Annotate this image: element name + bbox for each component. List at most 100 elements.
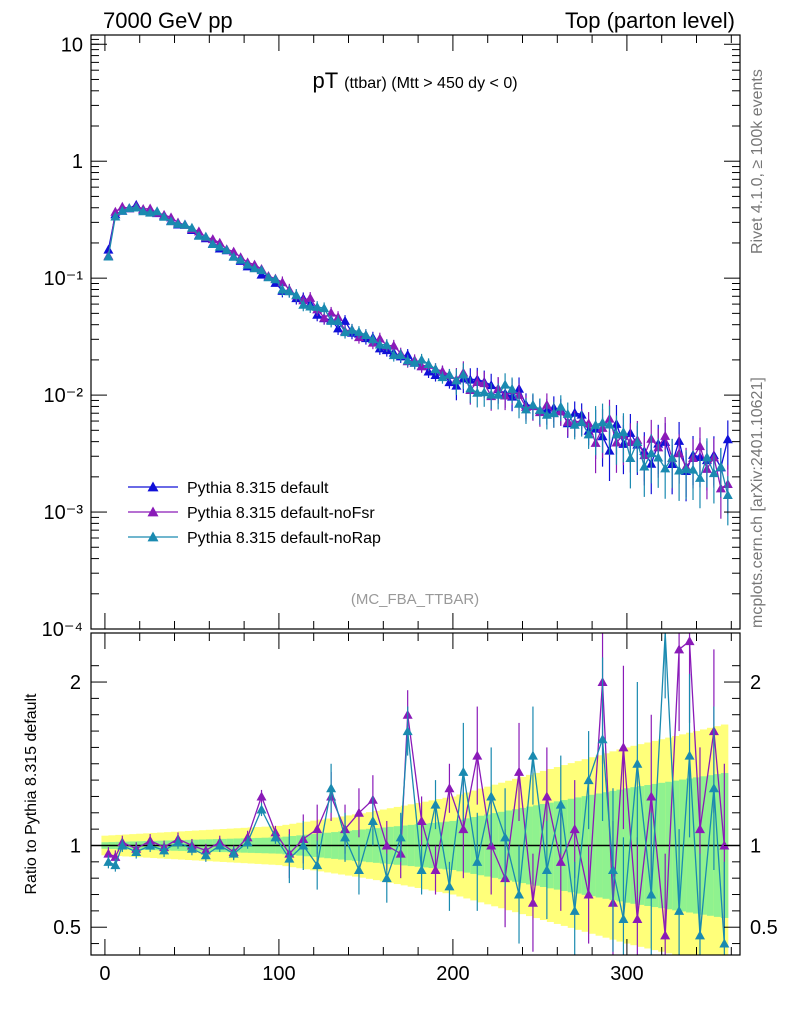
ratio-marker xyxy=(583,889,594,899)
process-label: Top (parton level) xyxy=(565,8,735,33)
ratio-marker xyxy=(284,853,295,863)
ratio-marker xyxy=(541,791,552,801)
data-point-marker xyxy=(430,364,441,374)
ratio-marker xyxy=(555,799,566,809)
data-point-marker xyxy=(479,387,490,397)
analysis-watermark: (MC_FBA_TTBAR) xyxy=(351,591,479,608)
ratio-marker xyxy=(646,889,657,899)
ratio-marker xyxy=(486,791,497,801)
data-point-marker xyxy=(319,303,330,313)
chart-title: pT (ttbar) (Mtt > 450 dy < 0) xyxy=(312,68,517,93)
data-point-marker xyxy=(486,389,497,399)
ratio-marker xyxy=(541,865,552,875)
ratio-marker xyxy=(430,799,441,809)
data-point-marker xyxy=(472,387,483,397)
main-y-tick-label: 10⁻² xyxy=(44,385,84,407)
data-point-marker xyxy=(722,434,733,444)
ratio-marker xyxy=(186,843,197,853)
data-point-marker xyxy=(152,206,163,216)
data-point-marker xyxy=(214,241,225,251)
data-point-marker xyxy=(193,230,204,240)
ratio-marker xyxy=(472,750,483,760)
series-line xyxy=(107,204,729,474)
data-point-marker xyxy=(388,350,399,360)
ratio-marker xyxy=(458,824,469,834)
data-point-marker xyxy=(618,427,629,437)
data-point-marker xyxy=(639,461,650,471)
data-point-marker xyxy=(263,272,274,282)
main-y-tick-label: 1 xyxy=(72,151,83,173)
data-point-marker xyxy=(694,472,705,482)
ratio-marker xyxy=(367,815,378,825)
data-point-marker xyxy=(333,315,344,325)
ratio-series-layer xyxy=(103,632,730,955)
ratio-uncertainty-bands xyxy=(91,724,740,955)
ratio-marker xyxy=(131,847,142,857)
main-axes: 10 1 10⁻¹ 10⁻² 10⁻³ 10⁻⁴ xyxy=(42,34,740,641)
ratio-marker xyxy=(103,856,114,866)
data-point-marker xyxy=(249,263,260,273)
data-point-marker xyxy=(715,461,726,471)
ratio-marker xyxy=(618,742,629,752)
ratio-marker xyxy=(214,840,225,850)
ratio-marker xyxy=(607,865,618,875)
ratio-marker xyxy=(444,783,455,793)
ratio-marker xyxy=(500,832,511,842)
ratio-marker xyxy=(514,889,525,899)
ratio-marker xyxy=(708,783,719,793)
ratio-marker xyxy=(395,832,406,842)
ratio-marker xyxy=(569,905,580,915)
data-point-marker xyxy=(340,315,351,325)
ratio-line xyxy=(108,639,725,936)
data-point-marker xyxy=(172,218,183,228)
data-point-marker xyxy=(117,205,128,215)
ratio-marker xyxy=(353,807,364,817)
ratio-marker xyxy=(694,824,705,834)
data-point-marker xyxy=(103,244,114,254)
ratio-marker xyxy=(381,840,392,850)
ratio-marker xyxy=(472,856,483,866)
main-series-noRap xyxy=(103,202,733,526)
data-point-marker xyxy=(124,203,135,213)
collision-energy-label: 7000 GeV pp xyxy=(103,8,233,33)
ratio-marker xyxy=(270,832,281,842)
ratio-marker xyxy=(256,791,267,801)
data-point-marker xyxy=(653,452,664,462)
ratio-marker xyxy=(694,930,705,940)
data-point-marker xyxy=(131,202,142,212)
ratio-marker xyxy=(256,804,267,814)
series-line xyxy=(107,206,729,496)
data-point-marker xyxy=(353,326,364,336)
data-point-marker xyxy=(590,419,601,429)
data-point-marker xyxy=(458,369,469,379)
data-point-marker xyxy=(340,327,351,337)
data-point-marker xyxy=(291,289,302,299)
data-point-marker xyxy=(694,441,705,451)
ratio-marker xyxy=(298,840,309,850)
data-point-marker xyxy=(576,417,587,427)
data-point-marker xyxy=(186,222,197,232)
ratio-marker xyxy=(555,856,566,866)
data-point-marker xyxy=(305,301,316,311)
ratio-marker xyxy=(200,850,211,860)
legend-entry-noFsr: Pythia 8.315 default-noFsr xyxy=(128,505,375,522)
data-point-marker xyxy=(367,334,378,344)
data-point-marker xyxy=(381,339,392,349)
data-point-marker xyxy=(660,463,671,473)
data-point-marker xyxy=(207,238,218,248)
ratio-y-tick-label-right: 2 xyxy=(750,672,761,694)
data-point-marker xyxy=(416,354,427,364)
ratio-marker xyxy=(646,791,657,801)
ratio-marker xyxy=(597,734,608,744)
rivet-version-label: Rivet 4.1.0, ≥ 100k events xyxy=(749,69,766,254)
x-tick-label: 100 xyxy=(262,963,295,985)
main-series-layer xyxy=(103,199,733,526)
main-series-default xyxy=(103,199,733,502)
ratio-marker xyxy=(660,930,671,940)
data-point-marker xyxy=(166,216,177,226)
data-point-marker xyxy=(597,417,608,427)
x-tick-label: 300 xyxy=(610,963,643,985)
legend-entry-default: Pythia 8.315 default xyxy=(128,480,329,497)
data-point-marker xyxy=(388,340,399,350)
